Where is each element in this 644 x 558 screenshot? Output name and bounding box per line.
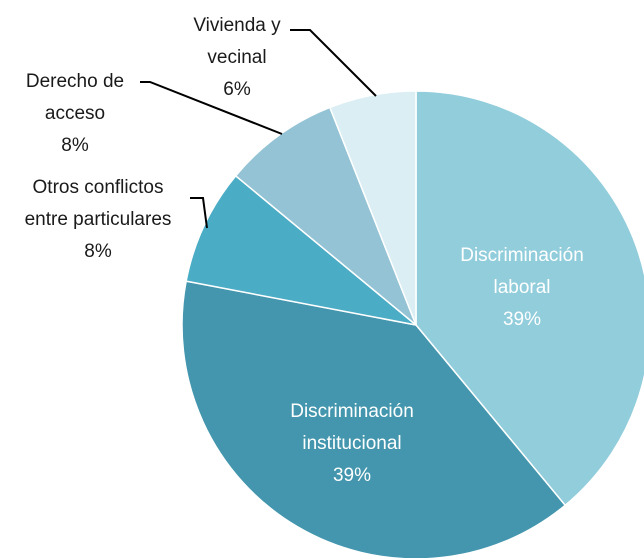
value-label: 6% — [223, 79, 251, 100]
category-label: Discriminación laboral — [460, 245, 584, 298]
leader-line — [290, 29, 377, 97]
slice-label: Otros conflictos entre particulares 8% — [23, 172, 173, 268]
pie-slice — [181, 280, 567, 558]
value-label: 8% — [84, 241, 112, 262]
category-label: Derecho de acceso — [25, 71, 125, 124]
pie-slice — [234, 106, 417, 326]
value-label: 39% — [332, 465, 372, 486]
slice-label: Discriminación laboral 39% — [447, 240, 597, 336]
value-label: 39% — [502, 309, 542, 330]
value-label: 8% — [61, 135, 89, 156]
category-label: Discriminación institucional — [290, 401, 414, 454]
leader-line — [190, 197, 208, 229]
pie-slice — [328, 90, 417, 326]
slice-label: Vivienda y vecinal 6% — [180, 10, 295, 106]
slice-label: Discriminación institucional 39% — [272, 396, 432, 492]
category-label: Vivienda y vecinal — [193, 15, 281, 68]
leader-line — [140, 81, 283, 135]
pie-slice — [185, 174, 417, 326]
category-label: Otros conflictos entre particulares — [24, 177, 172, 230]
pie-slice — [415, 90, 644, 507]
slice-label: Derecho de acceso 8% — [13, 66, 138, 162]
